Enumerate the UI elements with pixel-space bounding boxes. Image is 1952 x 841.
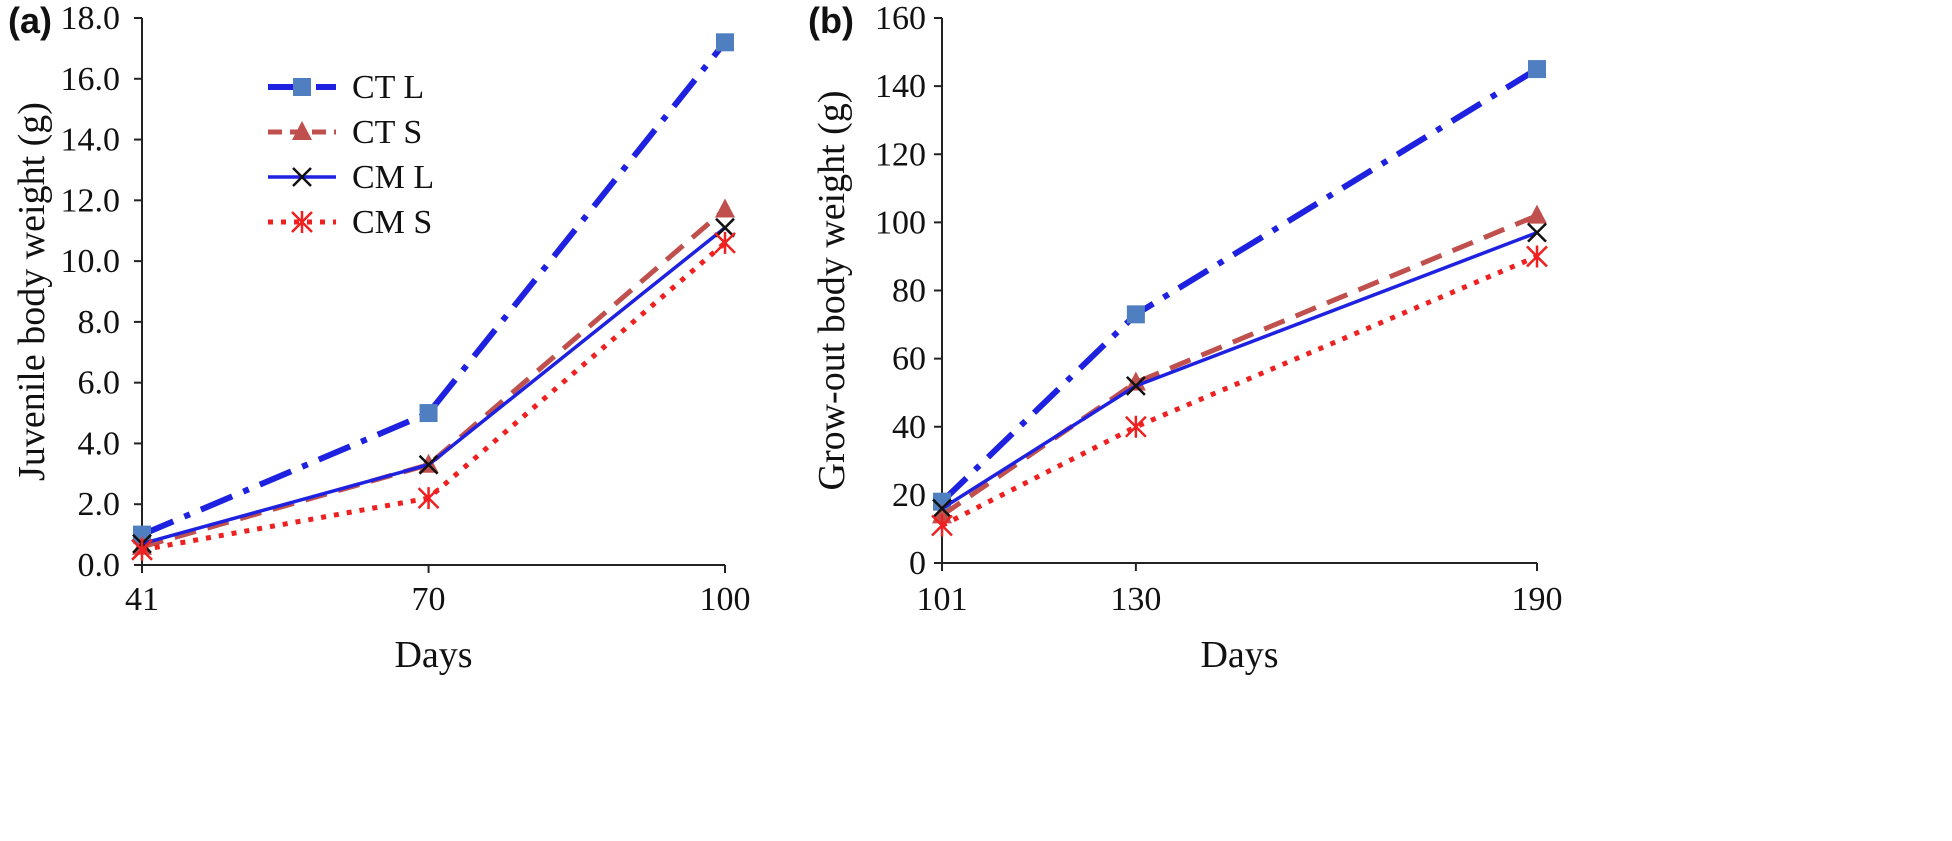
- legend-label: CT L: [352, 69, 424, 106]
- data-point-cm-s: [1124, 415, 1147, 438]
- data-point-ct-s: [715, 198, 735, 218]
- y-tick-label: 6.0: [78, 365, 121, 402]
- panel-b: (b) 0 20 40 60 80 100 120 140 160 101 130 190 Days Gro…: [808, 0, 1563, 676]
- y-tick-label: 18.0: [61, 0, 121, 37]
- y-tick-label: 80: [892, 273, 926, 310]
- data-point-ct-l: [716, 33, 734, 52]
- x-tick-label: 190: [1512, 581, 1563, 618]
- series-line-ct-s: [940, 213, 1538, 518]
- x-tick-label: 41: [125, 581, 159, 618]
- y-tick-label: 120: [875, 136, 926, 173]
- data-point-ct-l: [419, 404, 438, 423]
- y-axis-label: Grow-out body weight (g): [811, 91, 853, 491]
- x-tick-label: 101: [917, 581, 968, 618]
- data-point-ct-l: [1126, 305, 1145, 324]
- series-line-cm-s: [940, 254, 1538, 528]
- data-point-ct-s: [932, 504, 952, 524]
- series-ct-l: [933, 60, 1546, 511]
- legend-label: CT S: [352, 114, 422, 151]
- series-line-ct-l: [939, 66, 1539, 504]
- y-axis-label: Juvenile body weight (g): [11, 102, 53, 481]
- x-tick-label: 70: [412, 581, 446, 618]
- legend: CT L CT S CM L CM S: [268, 69, 434, 241]
- y-tick-label: 60: [892, 341, 926, 378]
- series-cm-s: [931, 245, 1548, 537]
- data-point-cm-l: [932, 498, 952, 519]
- series-cm-l: [932, 222, 1547, 519]
- series-line-ct-s: [141, 207, 727, 550]
- series-line-cm-l: [941, 230, 1538, 510]
- legend-marker: [293, 78, 311, 96]
- series-cm-s: [131, 231, 736, 561]
- legend-label: CM S: [352, 204, 432, 241]
- data-point-cm-s: [417, 487, 440, 510]
- data-point-cm-s: [131, 538, 153, 561]
- panel-label: (b): [808, 0, 854, 41]
- data-point-ct-s: [1527, 204, 1547, 224]
- legend-label: CM L: [352, 159, 434, 196]
- y-tick-label: 14.0: [61, 122, 121, 159]
- y-tick-label: 0: [909, 545, 926, 582]
- data-point-cm-s: [931, 514, 953, 537]
- x-tick-label: 100: [700, 581, 751, 618]
- data-point-cm-s: [1526, 245, 1548, 268]
- data-point-cm-l: [418, 454, 439, 475]
- y-tick-label: 20: [892, 477, 926, 514]
- legend-marker: [292, 121, 312, 140]
- y-tick-label: 16.0: [61, 61, 121, 98]
- panel-a: (a) 0.0 2.0 4.0 6.0 8.0 10.0 12.0 14.0 16.0 18.0 41…: [8, 0, 751, 676]
- y-tick-label: 160: [875, 0, 926, 37]
- y-tick-label: 2.0: [78, 486, 121, 523]
- data-point-cm-l: [1125, 375, 1146, 396]
- legend-marker: [292, 167, 312, 187]
- data-point-ct-l: [1528, 60, 1546, 79]
- y-tick-label: 4.0: [78, 425, 121, 462]
- x-tick-label: 130: [1110, 581, 1161, 618]
- y-tick-label: 140: [875, 68, 926, 105]
- y-tick-label: 100: [875, 204, 926, 241]
- y-tick-label: 40: [892, 409, 926, 446]
- panel-label: (a): [8, 0, 52, 41]
- y-tick-label: 10.0: [61, 243, 121, 280]
- data-point-cm-l: [1527, 222, 1547, 243]
- y-tick-label: 0.0: [78, 547, 121, 584]
- data-point-cm-s: [714, 231, 736, 254]
- data-point-cm-l: [715, 217, 735, 238]
- y-tick-label: 12.0: [61, 182, 121, 219]
- series-line-ct-l: [140, 40, 728, 538]
- x-axis-label: Days: [1200, 634, 1278, 676]
- legend-marker: [291, 211, 313, 233]
- x-axis-label: Days: [394, 634, 472, 676]
- y-tick-label: 8.0: [78, 304, 121, 341]
